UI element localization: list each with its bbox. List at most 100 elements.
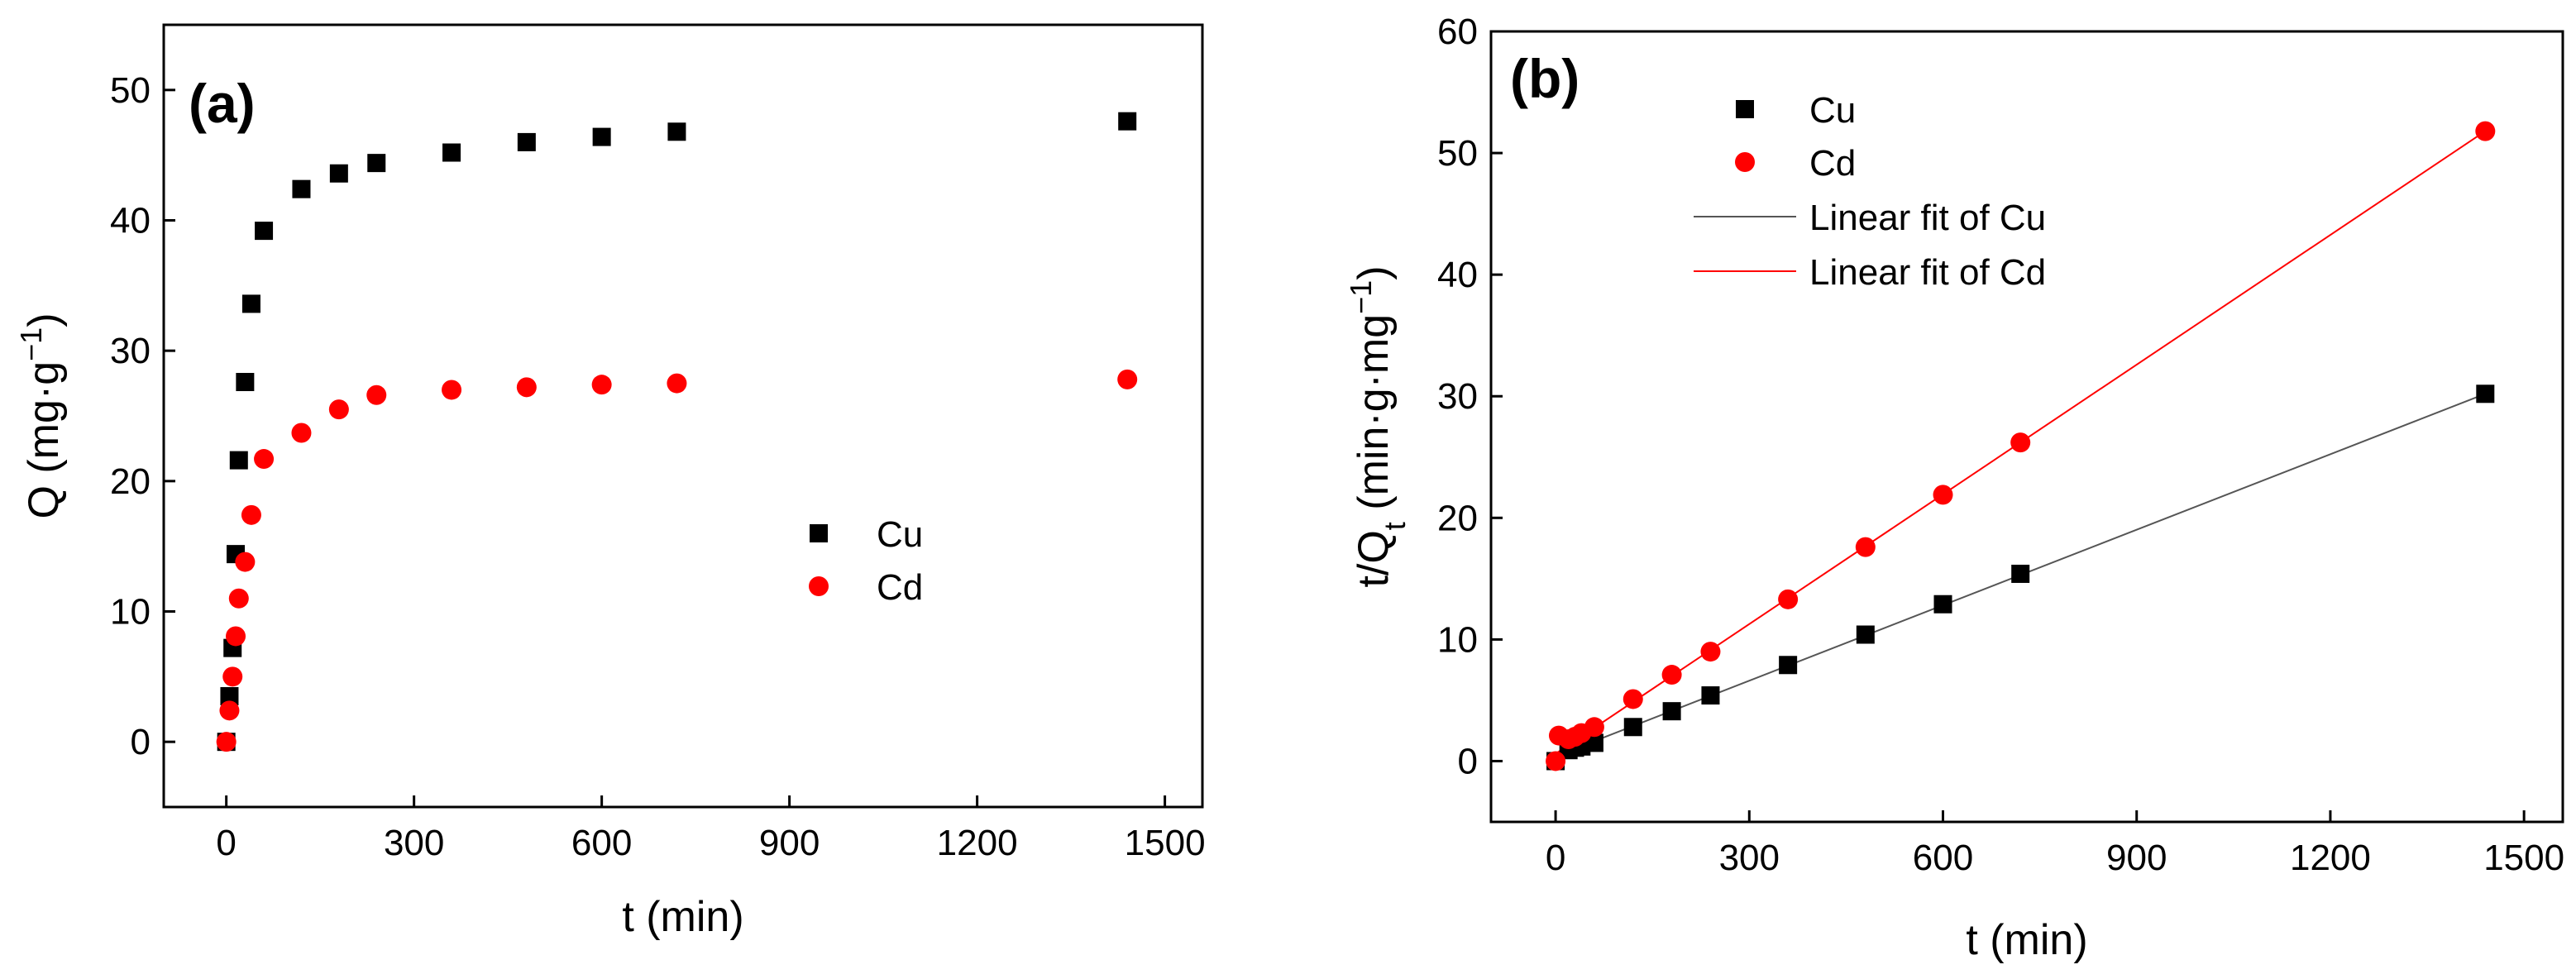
data-point-cu (1933, 595, 1952, 614)
data-point-cd (1661, 665, 1682, 685)
x-axis-title-b: t (min) (1966, 916, 2087, 964)
x-tick-label: 900 (759, 823, 820, 863)
data-point-cu (1779, 656, 1798, 675)
panel-label-a: (a) (189, 73, 256, 134)
data-point-cd (516, 377, 537, 398)
legend-b-label-fit-cd: Linear fit of Cd (1809, 252, 2046, 293)
data-point-cu (255, 222, 274, 241)
y-tick-label: 0 (1458, 741, 1478, 781)
y-axis-title-a-base: Q (mg·g (20, 361, 68, 519)
data-point-cu (236, 373, 255, 392)
legend-b-symbol-cd (1735, 152, 1755, 172)
points-a (216, 112, 1138, 752)
data-point-cu (442, 143, 461, 162)
data-point-cu (1118, 112, 1137, 131)
ticks-a: 0 300 600 900 1200 1500 0 10 20 30 40 50 (110, 70, 1206, 863)
data-point-cu (1623, 718, 1642, 737)
data-point-cd (2475, 121, 2496, 141)
data-point-cd (226, 626, 246, 647)
y-axis-title-b-base: t/Q (1350, 530, 1398, 587)
data-point-cu (329, 164, 348, 183)
legend-b: Cu Cd Linear fit of Cu Linear fit of Cd (1694, 90, 2046, 293)
x-tick-label: 1500 (2483, 838, 2564, 878)
data-point-cd (1778, 589, 1799, 609)
x-tick-label: 300 (1719, 838, 1780, 878)
x-tick-label: 1200 (2290, 838, 2371, 878)
data-point-cd (1623, 689, 1643, 709)
y-tick-label: 40 (110, 201, 151, 241)
legend-a-symbol-cd (809, 576, 829, 596)
legend-b-label-fit-cu: Linear fit of Cu (1809, 198, 2046, 238)
y-tick-label: 50 (110, 70, 151, 111)
data-point-cd (442, 380, 462, 400)
data-point-cu (1856, 625, 1875, 644)
data-point-cu (292, 179, 311, 198)
y-tick-label: 40 (1437, 255, 1478, 295)
panel-a: 0 300 600 900 1200 1500 0 10 20 30 40 50 (a) t (min… (14, 23, 1206, 941)
data-point-cd (241, 504, 261, 525)
legend-a-label-cd: Cd (877, 567, 923, 608)
data-point-cu (367, 154, 386, 173)
data-point-cd (366, 384, 387, 405)
data-point-cu (220, 686, 239, 705)
data-point-cd (1933, 485, 1953, 505)
legend-a: Cu Cd (809, 514, 923, 608)
legend-b-label-cd: Cd (1809, 143, 1856, 184)
x-tick-label: 1200 (937, 823, 1018, 863)
x-tick-label: 300 (384, 823, 444, 863)
y-tick-label: 30 (1437, 376, 1478, 417)
data-point-cd (1546, 751, 1566, 771)
plot-frame-b (1489, 30, 2564, 824)
data-point-cu (592, 127, 611, 146)
y-tick-label: 10 (110, 592, 151, 633)
data-point-cd (1584, 717, 1604, 738)
data-point-cu (1662, 702, 1681, 721)
y-axis-title-a: Q (mg·g−1) (14, 313, 69, 518)
data-point-cu (2011, 564, 2030, 583)
data-point-cd (1700, 642, 1721, 662)
legend-a-symbol-cu (810, 524, 828, 542)
panel-b: 0 300 600 900 1200 1500 0 10 20 30 40 50 60 (b) t (m… (1344, 12, 2565, 964)
data-point-cd (591, 375, 612, 395)
ticks-b: 0 300 600 900 1200 1500 0 10 20 30 40 50 60 (1437, 12, 2564, 878)
data-point-cd (216, 732, 237, 752)
data-point-cd (1117, 369, 1138, 389)
data-point-cu (241, 294, 260, 313)
x-tick-label: 1500 (1125, 823, 1206, 863)
y-axis-title-b-sub: t (1378, 522, 1412, 530)
legend-b-symbol-cu (1736, 100, 1754, 118)
legend-marker-swatch (809, 576, 829, 596)
data-point-cu (517, 132, 536, 151)
data-point-cu (1701, 686, 1720, 705)
data-point-cd (328, 399, 349, 420)
x-tick-label: 0 (1546, 838, 1565, 878)
y-tick-label: 20 (1437, 498, 1478, 538)
data-point-cu (667, 122, 686, 141)
data-point-cd (291, 423, 312, 443)
plot-frame-a (162, 23, 1204, 809)
legend-b-label-cu: Cu (1809, 90, 1856, 131)
data-point-cd (235, 552, 256, 572)
y-tick-label: 30 (110, 331, 151, 371)
legend-marker-swatch (1736, 100, 1754, 118)
data-point-cd (2010, 432, 2031, 453)
data-point-cd (1855, 537, 1876, 557)
x-axis-title-a: t (min) (622, 893, 743, 941)
x-tick-label: 0 (216, 823, 236, 863)
data-point-cu (2476, 384, 2495, 404)
x-tick-label: 600 (571, 823, 632, 863)
y-axis-title-b-sup: −1 (1344, 280, 1378, 314)
data-point-cd (254, 449, 275, 470)
legend-a-label-cu: Cu (877, 514, 923, 555)
data-point-cd (219, 700, 240, 721)
y-axis-title-b-close: ) (1350, 265, 1398, 279)
y-axis-title-a-sup: −1 (14, 327, 48, 361)
y-tick-label: 60 (1437, 12, 1478, 52)
x-tick-label: 900 (2106, 838, 2167, 878)
y-axis-title-a-close: ) (20, 313, 68, 327)
x-tick-label: 600 (1913, 838, 1973, 878)
data-point-cd (222, 666, 243, 687)
data-point-cd (228, 588, 249, 609)
panel-label-b: (b) (1510, 48, 1580, 109)
y-tick-label: 50 (1437, 133, 1478, 174)
